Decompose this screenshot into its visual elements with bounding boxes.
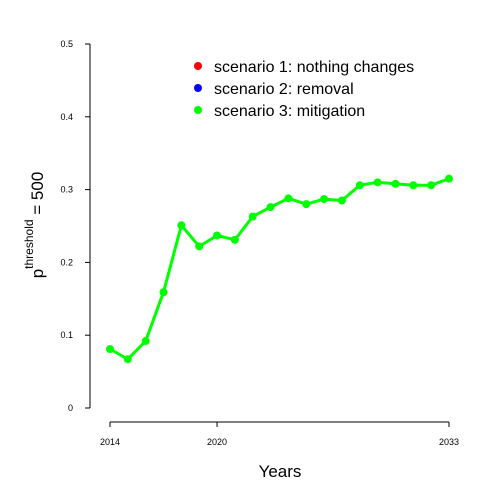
y-tick-label: 0.1 <box>60 330 73 340</box>
data-point <box>302 200 311 209</box>
data-point <box>284 194 293 203</box>
y-tick-label: 0.4 <box>60 112 73 122</box>
data-point <box>159 288 168 297</box>
data-point <box>213 231 222 240</box>
y-axis-title-base: p <box>28 269 47 278</box>
x-tick-label: 2033 <box>439 437 459 447</box>
x-tick-label: 2020 <box>207 437 227 447</box>
data-point <box>266 203 275 212</box>
y-tick-label: 0.5 <box>60 39 73 49</box>
data-point <box>337 196 346 205</box>
x-tick-label: 2014 <box>100 437 120 447</box>
data-point <box>230 235 239 244</box>
y-axis-title-superscript: threshold <box>22 219 36 268</box>
y-tick-label: 0.3 <box>60 185 73 195</box>
data-point <box>391 179 400 188</box>
y-tick-label: 0 <box>68 403 73 413</box>
legend-marker-scenario-1 <box>194 62 202 70</box>
y-axis: 0 0.1 0.2 0.3 0.4 0.5 <box>60 39 91 413</box>
data-point <box>355 181 364 190</box>
x-axis: 2014 2020 2033 <box>100 421 459 447</box>
legend-marker-scenario-3 <box>194 106 202 114</box>
data-point <box>409 181 418 190</box>
data-point <box>427 181 436 190</box>
data-point <box>195 242 204 251</box>
data-point <box>123 355 132 364</box>
data-point <box>106 345 114 354</box>
data-point <box>141 337 150 346</box>
plot-series <box>106 174 453 364</box>
data-point <box>445 174 453 183</box>
y-tick-label: 0.2 <box>60 257 73 267</box>
legend-marker-scenario-2 <box>194 84 202 92</box>
y-axis-title: pthreshold = 500 <box>22 172 47 279</box>
legend-label-scenario-3: scenario 3: mitigation <box>214 103 365 120</box>
data-point <box>177 221 186 230</box>
data-point <box>320 195 329 204</box>
data-point <box>373 178 382 187</box>
series-line <box>109 177 450 361</box>
legend-label-scenario-1: scenario 1: nothing changes <box>214 59 414 76</box>
data-point <box>248 212 257 221</box>
legend: scenario 1: nothing changes scenario 2: … <box>194 59 414 120</box>
legend-label-scenario-2: scenario 2: removal <box>214 81 354 98</box>
y-axis-title-suffix: = 500 <box>28 172 47 220</box>
x-axis-title: Years <box>259 462 302 480</box>
